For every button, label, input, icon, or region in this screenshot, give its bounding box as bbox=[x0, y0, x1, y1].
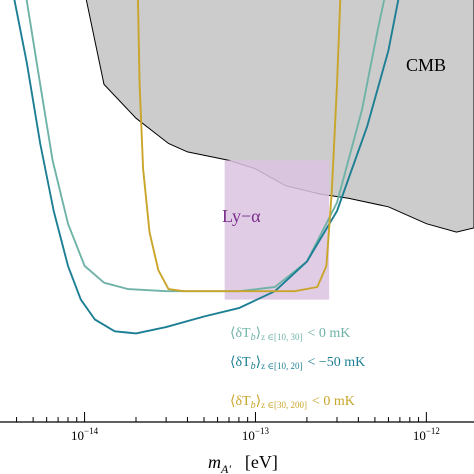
legend-entry-gold: ⟨δTb⟩z ∈[30, 200] < 0 mK bbox=[230, 394, 355, 411]
legend-entry-teal: ⟨δTb⟩z ∈[10, 30] < 0 mK bbox=[230, 326, 350, 343]
x-axis-label-text: mA' [eV] bbox=[208, 452, 278, 474]
lyman-alpha-label: Ly−α bbox=[222, 206, 261, 226]
x-tick-label: 10−13 bbox=[242, 426, 270, 443]
cmb-label: CMB bbox=[406, 55, 446, 75]
legend: ⟨δTb⟩z ∈[10, 30] < 0 mK ⟨δTb⟩z ∈[10, 20] < … bbox=[230, 326, 365, 411]
series-line-darkteal bbox=[13, 0, 400, 335]
x-axis-label: mA' [eV] bbox=[208, 452, 278, 474]
x-axis-ticks: 10−14 10−13 10−12 bbox=[16, 412, 440, 443]
series-layer bbox=[13, 0, 400, 335]
series-line-gold bbox=[137, 0, 342, 293]
legend-entry-darkteal: ⟨δTb⟩z ∈[10, 20] < −50 mK bbox=[230, 355, 365, 372]
lyman-alpha-region bbox=[224, 160, 330, 300]
x-tick-label: 10−12 bbox=[413, 426, 440, 443]
x-tick-label: 10−14 bbox=[71, 426, 99, 443]
